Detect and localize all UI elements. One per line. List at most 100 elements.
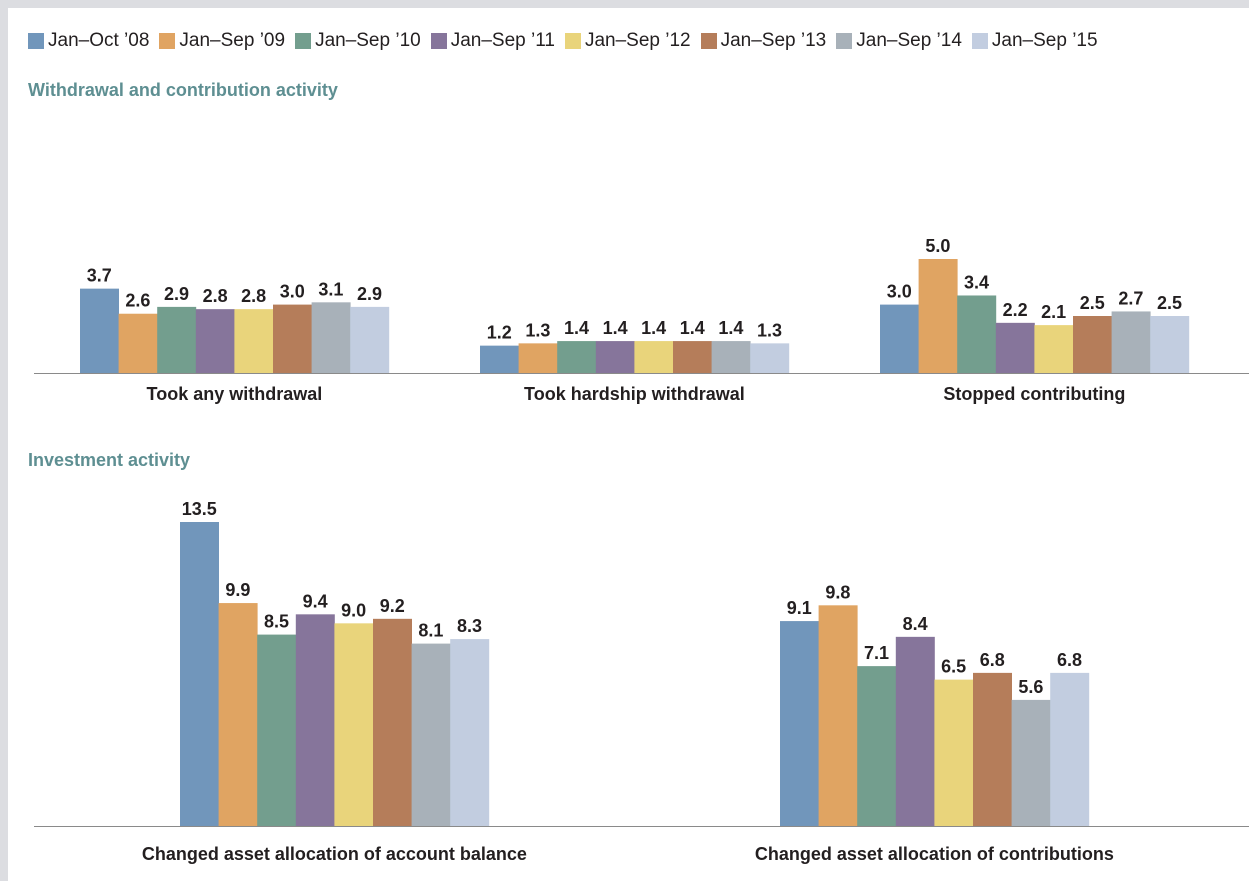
data-label: 2.5 <box>1080 293 1105 313</box>
bar <box>1034 325 1074 373</box>
bar <box>450 639 490 826</box>
legend-swatch <box>430 33 447 49</box>
bar <box>80 288 119 373</box>
legend-label: Jan–Oct ’08 <box>48 30 150 51</box>
data-label: 1.4 <box>718 318 743 338</box>
withdrawal-section-title: Withdrawal and contribution activity <box>28 80 338 100</box>
legend-item: Jan–Sep ’10 <box>295 30 421 52</box>
category-label: Changed asset allocation of account bala… <box>142 844 527 864</box>
data-label: 1.3 <box>757 320 782 340</box>
bar <box>750 343 790 373</box>
data-label: 13.5 <box>182 499 217 519</box>
bar <box>995 322 1035 373</box>
data-label: 2.8 <box>203 286 228 306</box>
bar <box>295 614 335 826</box>
bar <box>195 309 235 373</box>
data-label: 1.4 <box>680 318 705 338</box>
bar <box>880 304 919 373</box>
data-label: 3.0 <box>280 282 305 302</box>
data-label: 2.7 <box>1118 288 1143 308</box>
bar <box>234 309 274 373</box>
legend-item: Jan–Sep ’11 <box>430 30 555 52</box>
withdrawal-panel: 3.7 2.6 2.9 2.8 2.8 3.0 3.1 2.9 Took any withdra… <box>34 236 1249 404</box>
investment-section-title: Investment activity <box>28 450 191 470</box>
bar <box>857 666 897 826</box>
bar <box>1073 316 1112 373</box>
data-label: 3.1 <box>318 279 343 299</box>
data-label: 9.8 <box>825 582 850 602</box>
legend: Jan–Oct ’08 Jan–Sep ’09 Jan–Sep ’10 Jan–Sep… <box>28 30 1108 52</box>
data-label: 8.3 <box>457 616 482 636</box>
bar <box>180 522 219 826</box>
data-label: 3.0 <box>887 282 912 302</box>
data-label: 3.7 <box>87 266 112 286</box>
legend-swatch <box>28 33 44 49</box>
data-label: 6.5 <box>941 657 966 677</box>
bar <box>157 306 197 373</box>
bar <box>1111 311 1151 373</box>
bar <box>1050 672 1090 826</box>
bar <box>595 341 635 373</box>
bar <box>918 259 958 373</box>
data-label: 6.8 <box>1057 650 1082 670</box>
data-label: 2.9 <box>357 284 382 304</box>
data-label: 2.2 <box>1003 300 1028 320</box>
legend-label: Jan–Sep ’15 <box>991 30 1098 51</box>
legend-label: Jan–Sep ’11 <box>450 30 555 51</box>
data-label: 2.9 <box>164 284 189 304</box>
bar <box>957 295 997 373</box>
data-label: 9.9 <box>225 580 250 600</box>
legend-label: Jan–Sep ’09 <box>179 30 286 51</box>
bar <box>257 634 297 826</box>
bar <box>311 302 351 373</box>
bar <box>480 345 519 373</box>
bar <box>373 618 412 826</box>
data-label: 9.0 <box>341 600 366 620</box>
bar <box>1011 699 1051 826</box>
data-label: 2.5 <box>1157 293 1182 313</box>
data-label: 1.4 <box>564 318 589 338</box>
legend-swatch <box>700 33 717 49</box>
data-label: 1.4 <box>603 318 628 338</box>
data-label: 9.2 <box>380 596 405 616</box>
legend-swatch <box>971 33 988 49</box>
data-label: 8.1 <box>418 621 443 641</box>
data-label: 1.4 <box>641 318 666 338</box>
legend-item: Jan–Sep ’09 <box>159 30 285 52</box>
category-label: Stopped contributing <box>943 384 1125 404</box>
bar <box>895 636 935 826</box>
data-label: 3.4 <box>964 272 989 292</box>
legend-item: Jan–Sep ’13 <box>700 30 827 52</box>
data-label: 2.8 <box>241 286 266 306</box>
category-label: Took hardship withdrawal <box>524 384 745 404</box>
bar <box>411 643 451 826</box>
bar <box>673 341 712 373</box>
data-label: 8.5 <box>264 612 289 632</box>
legend-label: Jan–Sep ’12 <box>584 30 691 51</box>
legend-swatch <box>295 33 312 49</box>
legend-swatch <box>836 33 853 49</box>
data-label: 1.2 <box>487 323 512 343</box>
bar <box>218 603 258 826</box>
legend-swatch <box>564 33 581 49</box>
bar <box>350 306 390 373</box>
bar <box>518 343 558 373</box>
legend-label: Jan–Sep ’13 <box>720 30 827 51</box>
data-label: 2.1 <box>1041 302 1066 322</box>
legend-item: Jan–Sep ’15 <box>971 30 1098 52</box>
bar <box>1150 316 1190 373</box>
data-label: 6.8 <box>980 650 1005 670</box>
data-label: 8.4 <box>903 614 928 634</box>
data-label: 9.4 <box>303 591 328 611</box>
data-label: 5.6 <box>1018 677 1043 697</box>
bar <box>334 623 374 826</box>
bar <box>634 341 674 373</box>
data-label: 5.0 <box>925 236 950 256</box>
data-label: 2.6 <box>125 291 150 311</box>
investment-panel: 13.5 9.9 8.5 9.4 9.0 9.2 8.1 8.3 Changed asset a… <box>34 499 1249 864</box>
category-label: Took any withdrawal <box>147 384 323 404</box>
bar <box>934 679 974 826</box>
bar <box>273 304 312 373</box>
bar <box>818 605 858 826</box>
data-label: 1.3 <box>525 320 550 340</box>
